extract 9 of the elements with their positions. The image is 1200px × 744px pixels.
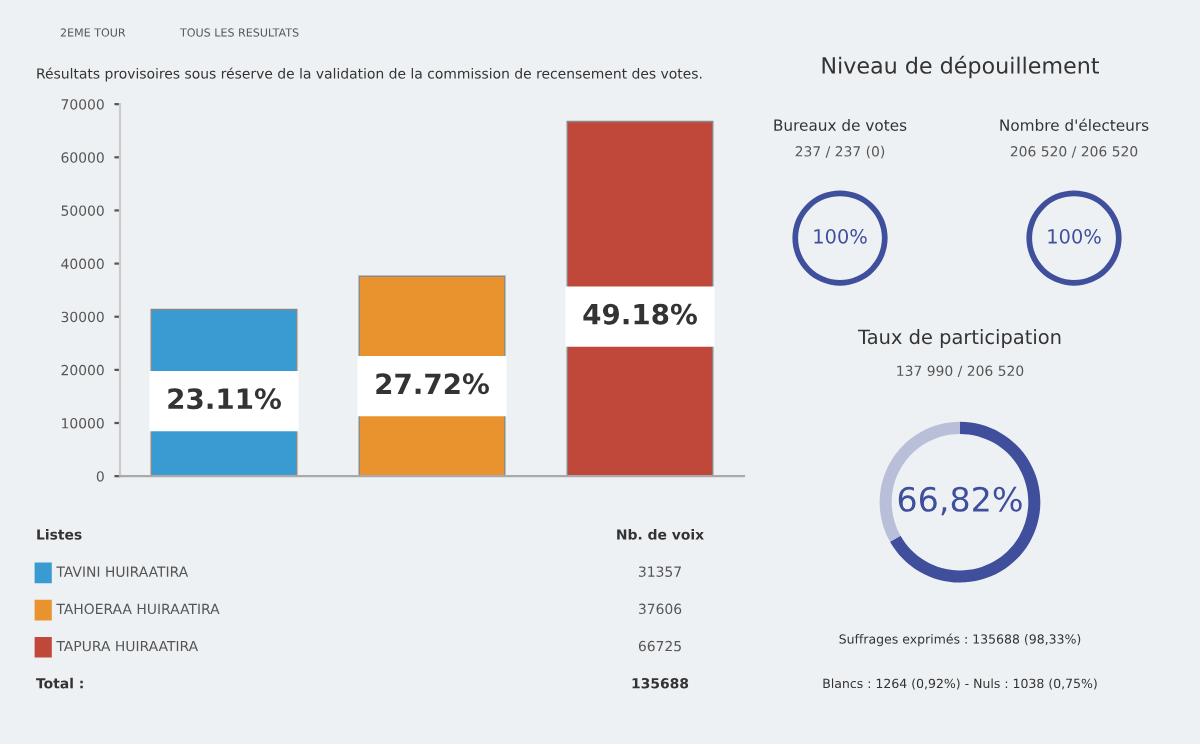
text: Niveau de dépouillement bbox=[822, 55, 1100, 79]
chart-title: Taux de participation bbox=[857, 329, 1061, 348]
data-label: 100% bbox=[814, 229, 867, 244]
donut-slice bbox=[890, 421, 1041, 583]
data-label: 66,82% bbox=[898, 486, 1022, 516]
annotation: 49.18% bbox=[583, 303, 697, 325]
annotation: 23.11% bbox=[168, 388, 281, 410]
data-label: 100% bbox=[1048, 229, 1101, 244]
annotation: 27.72% bbox=[376, 373, 489, 395]
